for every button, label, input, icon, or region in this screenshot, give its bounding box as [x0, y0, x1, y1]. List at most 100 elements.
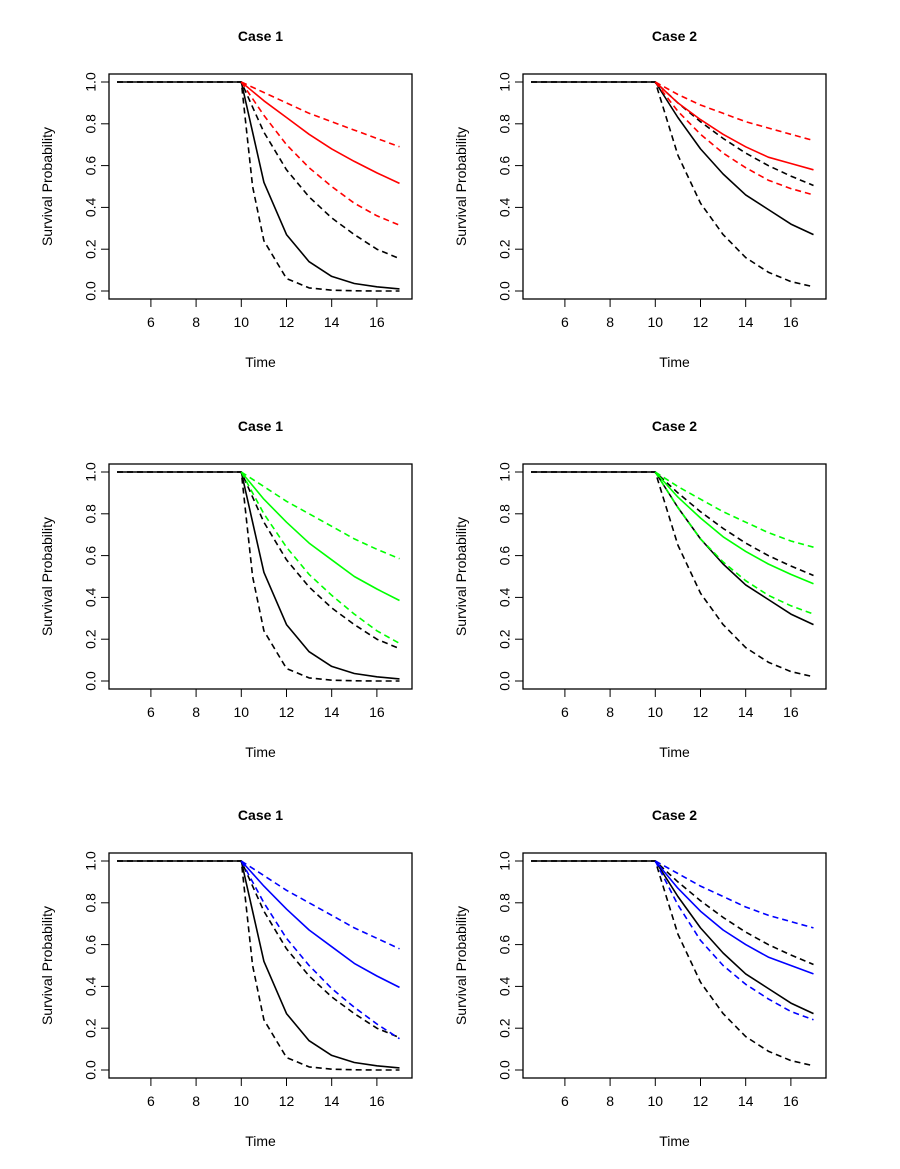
y-tick-label: 0.0	[497, 671, 513, 691]
y-tick-label: 0.4	[83, 587, 99, 607]
x-tick-label: 16	[783, 314, 799, 330]
series-line-colored-lower	[654, 860, 814, 1021]
series-line-colored-lower	[240, 471, 400, 645]
y-tick-label: 0.8	[497, 504, 513, 524]
y-tick-label: 0.0	[83, 1060, 99, 1080]
series-line-black-lower	[531, 471, 814, 678]
series-line-colored-lower	[654, 471, 814, 615]
x-tick-label: 10	[648, 704, 664, 720]
series-line-black-estimate	[117, 471, 400, 680]
series-line-colored-lower	[240, 81, 400, 226]
y-tick-label: 1.0	[497, 72, 513, 92]
y-axis-label: Survival Probability	[39, 906, 55, 1025]
series-line-black-estimate	[117, 81, 400, 290]
y-tick-label: 0.8	[83, 114, 99, 134]
x-tick-label: 14	[324, 314, 340, 330]
series-line-colored-lower	[240, 860, 400, 1040]
y-tick-label: 0.6	[497, 156, 513, 176]
series-line-colored-lower	[654, 81, 814, 196]
y-tick-label: 0.6	[497, 935, 513, 955]
y-axis-label: Survival Probability	[39, 517, 55, 636]
chart-panel-5: Case 1 6 8 10 12 14 16 0.0 0.2 0.4 0.6 0.8 1.0 Time Su…	[39, 807, 413, 1149]
y-tick-label: 0.2	[497, 1018, 513, 1038]
y-tick-label: 0.2	[497, 629, 513, 649]
y-tick-label: 0.0	[497, 281, 513, 301]
x-tick-label: 16	[783, 1093, 799, 1109]
series-line-black-estimate	[531, 860, 814, 1015]
y-tick-label: 1.0	[83, 72, 99, 92]
x-axis-label: Time	[659, 744, 690, 760]
x-tick-label: 14	[324, 704, 340, 720]
x-tick-label: 8	[606, 314, 614, 330]
series-line-colored-upper	[654, 860, 814, 929]
x-tick-label: 8	[192, 1093, 200, 1109]
chart-panel-4: Case 2 6 8 10 12 14 16 0.0 0.2 0.4 0.6 0.8 1.0 Time Su…	[453, 418, 827, 760]
y-tick-label: 0.8	[497, 114, 513, 134]
y-tick-label: 0.4	[83, 976, 99, 996]
y-axis-label: Survival Probability	[453, 906, 469, 1025]
y-tick-label: 0.6	[83, 156, 99, 176]
y-axis-label: Survival Probability	[453, 127, 469, 246]
y-tick-label: 1.0	[497, 851, 513, 871]
series-line-black-upper	[117, 81, 400, 260]
y-tick-label: 0.6	[497, 546, 513, 566]
x-tick-label: 6	[561, 1093, 569, 1109]
plot-frame	[522, 73, 827, 300]
y-tick-label: 0.6	[83, 935, 99, 955]
x-tick-label: 6	[147, 704, 155, 720]
x-tick-label: 16	[369, 704, 385, 720]
series-line-black-upper	[117, 860, 400, 1039]
y-tick-label: 0.4	[497, 587, 513, 607]
series-line-black-upper	[531, 860, 814, 966]
y-axis-label: Survival Probability	[453, 517, 469, 636]
chart-title: Case 2	[652, 807, 697, 823]
y-axis-label: Survival Probability	[39, 127, 55, 246]
chart-title: Case 1	[238, 807, 283, 823]
x-tick-label: 12	[279, 314, 295, 330]
chart-title: Case 1	[238, 28, 283, 44]
x-tick-label: 12	[279, 1093, 295, 1109]
x-tick-label: 6	[561, 704, 569, 720]
x-tick-label: 10	[648, 314, 664, 330]
x-tick-label: 10	[234, 1093, 250, 1109]
plot-frame	[108, 73, 413, 300]
x-tick-label: 10	[234, 704, 250, 720]
x-axis-label: Time	[245, 354, 276, 370]
series-line-colored-estimate	[240, 860, 400, 989]
x-tick-label: 16	[783, 704, 799, 720]
y-tick-label: 0.4	[497, 197, 513, 217]
series-line-colored-estimate	[240, 81, 400, 185]
x-tick-label: 10	[234, 314, 250, 330]
y-tick-label: 0.8	[83, 504, 99, 524]
series-line-colored-estimate	[654, 860, 814, 975]
x-tick-label: 12	[693, 1093, 709, 1109]
y-tick-label: 0.0	[83, 281, 99, 301]
series-line-black-upper	[531, 471, 814, 577]
y-tick-label: 0.4	[83, 197, 99, 217]
series-line-colored-upper	[240, 860, 400, 950]
x-tick-label: 8	[192, 314, 200, 330]
series-line-black-lower	[117, 860, 400, 1071]
plot-frame	[522, 463, 827, 690]
x-tick-label: 14	[738, 1093, 754, 1109]
chart-panel-2: Case 2 6 8 10 12 14 16 0.0 0.2 0.4 0.6 0.8 1.0 Time Su…	[453, 28, 827, 370]
series-line-black-estimate	[117, 860, 400, 1069]
y-tick-label: 0.2	[83, 239, 99, 259]
series-line-colored-upper	[654, 81, 814, 142]
series-line-colored-upper	[240, 81, 400, 148]
y-tick-label: 0.2	[497, 239, 513, 259]
series-line-black-lower	[531, 860, 814, 1067]
y-tick-label: 0.2	[83, 629, 99, 649]
x-axis-label: Time	[245, 1133, 276, 1149]
x-tick-label: 12	[279, 704, 295, 720]
series-line-black-lower	[117, 81, 400, 292]
x-tick-label: 14	[738, 704, 754, 720]
x-tick-label: 12	[693, 314, 709, 330]
x-tick-label: 6	[147, 1093, 155, 1109]
x-tick-label: 10	[648, 1093, 664, 1109]
series-line-black-lower	[117, 471, 400, 682]
series-line-black-lower	[531, 81, 814, 288]
x-tick-label: 6	[561, 314, 569, 330]
series-line-colored-upper	[240, 471, 400, 560]
